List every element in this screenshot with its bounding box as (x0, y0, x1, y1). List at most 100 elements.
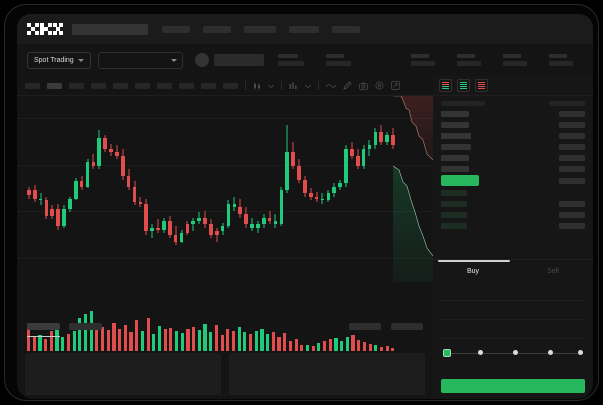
timeframe-6[interactable] (135, 82, 150, 89)
volume-bar (243, 332, 247, 351)
timeframe-3[interactable] (69, 82, 84, 89)
nav-item-1[interactable] (162, 25, 190, 33)
orderbook-ask-row[interactable] (433, 119, 593, 130)
candlestick-type-icon[interactable] (253, 82, 261, 90)
search-input[interactable] (72, 23, 148, 35)
tab-buy[interactable]: Buy (433, 260, 513, 282)
timeframe-8[interactable] (179, 82, 194, 89)
volume-bar (231, 330, 236, 351)
candle (120, 96, 125, 282)
indicators-icon[interactable] (289, 82, 298, 90)
slider-stop-100[interactable] (578, 350, 583, 355)
camera-snapshot-icon[interactable] (359, 82, 368, 90)
orderbook-amount (559, 143, 585, 150)
ob-mode-bids-icon[interactable] (457, 79, 470, 92)
trading-mode-select[interactable]: Spot Trading (27, 51, 91, 69)
candle (326, 96, 331, 282)
volume-bar (152, 334, 156, 351)
volume-bar (379, 347, 384, 351)
tab-hide-other-pairs[interactable] (349, 323, 381, 330)
slider-stop-25[interactable] (478, 350, 483, 355)
orderbook-rows[interactable] (433, 108, 593, 231)
ob-mode-both-icon[interactable] (439, 79, 452, 92)
timeframe-10[interactable] (223, 82, 238, 89)
coin-avatar (194, 53, 209, 67)
orders-panel-left[interactable] (25, 353, 221, 395)
order-total-field[interactable] (441, 320, 585, 339)
candle (126, 96, 131, 282)
timeframe-9[interactable] (201, 82, 216, 89)
amount-percent-slider[interactable] (443, 349, 583, 357)
ticker-bar: Spot Trading (17, 44, 593, 76)
order-amount-field[interactable] (441, 301, 585, 320)
tab-open-orders[interactable] (27, 323, 60, 330)
volume-bar (175, 330, 179, 351)
tab-sell[interactable]: Sell (513, 260, 593, 282)
slider-stop-50[interactable] (513, 350, 518, 355)
volume-bar (260, 328, 264, 351)
buy-submit-button[interactable] (441, 379, 585, 393)
chevron-down-icon[interactable] (305, 84, 311, 88)
trading-pair-select[interactable] (97, 51, 183, 69)
candle (355, 96, 360, 282)
volume-bar (220, 335, 224, 351)
timeframe-1[interactable] (25, 82, 40, 89)
volume-bar (214, 324, 218, 351)
orderbook-spread-row[interactable] (433, 174, 593, 187)
volume-bar (294, 338, 298, 351)
candle (297, 96, 301, 282)
orderbook-bid-row[interactable] (433, 220, 593, 231)
candle (338, 96, 342, 282)
candle (156, 96, 160, 282)
volume-bar (140, 330, 144, 351)
pencil-draw-icon[interactable] (343, 81, 352, 90)
nav-item-2[interactable] (203, 25, 231, 33)
orderbook-amount (559, 132, 585, 139)
orders-panel-right[interactable] (229, 353, 425, 395)
depth-chart-overlay (392, 96, 433, 282)
slider-handle[interactable] (443, 349, 451, 357)
timeframe-4[interactable] (91, 82, 106, 89)
fullscreen-icon[interactable] (391, 81, 400, 90)
candlestick-chart[interactable] (17, 96, 433, 282)
order-price-field[interactable] (441, 282, 585, 301)
top-navigation-bar (17, 14, 593, 44)
ob-mode-asks-icon[interactable] (475, 79, 488, 92)
orderbook-price (441, 200, 467, 207)
orders-tabbar (17, 320, 433, 342)
orderbook-bid-row[interactable] (433, 198, 593, 209)
volume-bar (163, 328, 167, 351)
volume-bar (226, 328, 230, 351)
timeframe-2[interactable] (47, 82, 62, 89)
nav-item-4[interactable] (289, 25, 319, 33)
orderbook-ask-row[interactable] (433, 163, 593, 174)
timeframe-5[interactable] (113, 82, 128, 89)
candle (32, 96, 37, 282)
stat-last-price (277, 54, 304, 66)
tab-buy-label: Buy (466, 267, 480, 275)
timeframe-7[interactable] (157, 82, 172, 89)
candle (273, 96, 278, 282)
nav-item-5[interactable] (332, 25, 360, 33)
tab-cancel-all[interactable] (391, 323, 423, 330)
chart-panel (17, 76, 433, 399)
orderbook-price (441, 143, 471, 150)
orderbook-ask-row[interactable] (433, 130, 593, 141)
settings-gear-icon[interactable] (375, 81, 384, 90)
chart-toolbar (17, 76, 433, 96)
candle (285, 96, 290, 282)
orderbook-ask-row[interactable] (433, 152, 593, 163)
candle (203, 96, 207, 282)
orderbook-bid-row[interactable] (433, 187, 593, 198)
volume-bar (317, 342, 321, 351)
candle (261, 96, 266, 282)
chevron-down-icon[interactable] (268, 84, 274, 88)
line-tool-icon[interactable] (326, 83, 336, 89)
nav-item-3[interactable] (244, 25, 276, 33)
slider-stop-75[interactable] (548, 350, 553, 355)
okx-logo[interactable] (27, 23, 63, 36)
orderbook-ask-row[interactable] (433, 141, 593, 152)
tab-order-history[interactable] (69, 323, 102, 330)
orderbook-ask-row[interactable] (433, 108, 593, 119)
orderbook-bid-row[interactable] (433, 209, 593, 220)
